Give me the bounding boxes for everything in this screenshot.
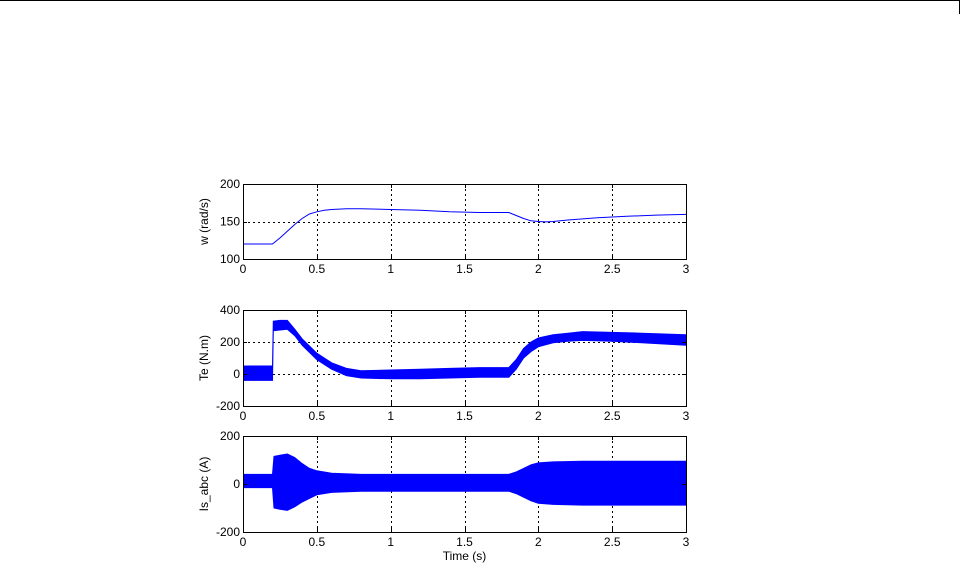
- x-tick-label: 1.5: [456, 535, 473, 549]
- x-tick-label: 0.5: [308, 262, 325, 276]
- series-1-band: [243, 319, 686, 381]
- x-axis-label: Time (s): [443, 549, 487, 563]
- series-1-band: [243, 453, 686, 511]
- y-tick-label: 0: [233, 367, 240, 381]
- x-tick-label: 0.5: [308, 409, 325, 423]
- y-tick-label: 150: [220, 215, 240, 229]
- y-tick-label: 100: [220, 252, 240, 266]
- x-tick-label: 3: [683, 262, 690, 276]
- y-axis-label: Is_abc (A): [197, 457, 211, 512]
- x-tick-label: 0.5: [308, 535, 325, 549]
- series-group: [243, 319, 686, 381]
- series-1-line: [243, 208, 686, 245]
- x-tick-label: 2: [535, 409, 542, 423]
- x-tick-label: 0: [240, 409, 247, 423]
- x-tick-label: 2.5: [604, 409, 621, 423]
- x-tick-label: 1.5: [456, 409, 473, 423]
- y-tick-label: 0: [233, 477, 240, 491]
- page-top-rule: [0, 0, 959, 1]
- x-tick-label: 3: [683, 535, 690, 549]
- x-tick-label: 1: [387, 535, 394, 549]
- x-tick-label: 1: [387, 409, 394, 423]
- series-group: [243, 453, 686, 511]
- subplot-1: 0 0.5 1 1.5 2 2.5 3 100 150 200 w (rad/s): [197, 177, 690, 276]
- x-tick-label: 1: [387, 262, 394, 276]
- y-axis-label: Te (N.m): [197, 335, 211, 381]
- y-tick-label: -200: [216, 399, 240, 413]
- y-tick-label: 200: [220, 335, 240, 349]
- page-right-edge: [959, 0, 960, 14]
- x-tick-label: 0: [240, 535, 247, 549]
- x-tick-label: 2.5: [604, 535, 621, 549]
- x-tick-label: 2: [535, 262, 542, 276]
- x-tick-label: 3: [683, 409, 690, 423]
- y-tick-label: -200: [216, 525, 240, 539]
- x-tick-label: 2: [535, 535, 542, 549]
- y-tick-label: 200: [220, 177, 240, 191]
- y-tick-label: 400: [220, 303, 240, 317]
- x-tick-label: 2.5: [604, 262, 621, 276]
- x-tick-label: 0: [240, 262, 247, 276]
- y-axis-label: w (rad/s): [197, 198, 211, 246]
- x-tick-label: 1.5: [456, 262, 473, 276]
- series-group: [243, 208, 686, 245]
- axes-box: [243, 310, 687, 407]
- y-tick-label: 200: [220, 429, 240, 443]
